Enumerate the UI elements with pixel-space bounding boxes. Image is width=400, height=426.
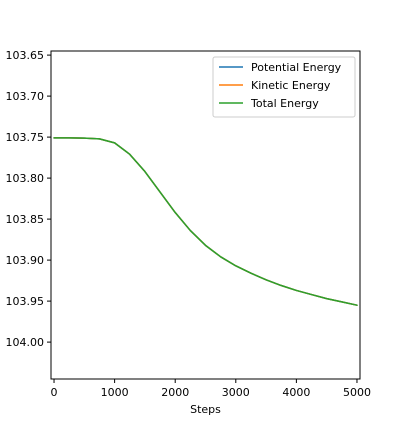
x-tick-label: 2000 [161, 386, 189, 399]
y-tick-label: 103.85 [6, 213, 45, 226]
y-axis: 103.65 103.70 103.75 103.80 103.85 103.90 103.… [6, 49, 51, 349]
series-line-3 [53, 137, 358, 306]
legend-box [212, 56, 356, 118]
x-tick-label: 1000 [101, 386, 129, 399]
legend-entry: Kinetic Energy [251, 79, 331, 92]
y-tick-label: 103.70 [6, 90, 45, 103]
x-tick-label: 5000 [343, 386, 371, 399]
y-tick-label: 103.75 [6, 131, 45, 144]
x-tick-label: 4000 [282, 386, 310, 399]
x-axis-title: Steps [190, 403, 221, 416]
y-tick-label: 103.80 [6, 172, 45, 185]
y-tick-label: 104.00 [6, 336, 45, 349]
y-tick-label: 103.90 [6, 254, 45, 267]
y-tick-label: 103.95 [6, 295, 45, 308]
legend-entry: Total Energy [250, 97, 319, 110]
series-layer [53, 137, 358, 306]
x-tick-label: 3000 [222, 386, 250, 399]
x-tick-label: 0 [51, 386, 58, 399]
x-axis: 0 1000 2000 3000 4000 5000 [51, 379, 371, 399]
legend-entry: Potential Energy [251, 61, 342, 74]
plot-frame [50, 50, 361, 380]
y-tick-label: 103.65 [6, 49, 45, 62]
legend: Potential Energy Kinetic Energy Total Ener… [212, 56, 356, 118]
